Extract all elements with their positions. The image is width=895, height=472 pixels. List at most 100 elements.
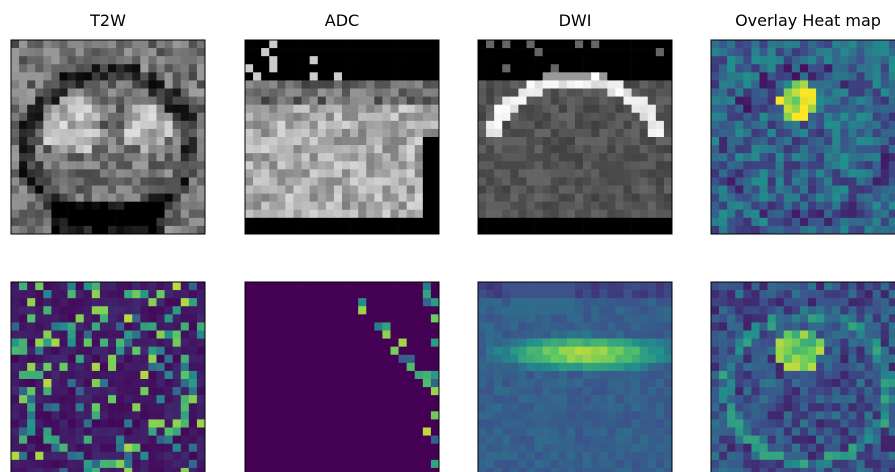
pixel (559, 403, 567, 411)
pixel (68, 290, 76, 298)
pixel (350, 161, 358, 169)
pixel (518, 444, 526, 452)
pixel (35, 80, 43, 88)
pixel (165, 105, 173, 113)
pixel (51, 403, 59, 411)
pixel (407, 452, 415, 460)
pixel (108, 282, 116, 290)
pixel (310, 444, 318, 452)
pixel (535, 322, 543, 330)
pixel (567, 452, 575, 460)
pixel (502, 64, 510, 72)
pixel (116, 202, 124, 210)
pixel (824, 436, 832, 444)
pixel (423, 121, 431, 129)
pixel (189, 339, 197, 347)
pixel (591, 64, 599, 72)
pixel (735, 331, 743, 339)
pixel (68, 145, 76, 153)
pixel (181, 218, 189, 226)
pixel (19, 444, 27, 452)
pixel (334, 89, 342, 97)
pixel (261, 161, 269, 169)
pixel (494, 153, 502, 161)
pixel (784, 145, 792, 153)
pixel (173, 121, 181, 129)
pixel (656, 339, 664, 347)
pixel (543, 177, 551, 185)
pixel (575, 314, 583, 322)
pixel (342, 347, 350, 355)
pixel (881, 105, 889, 113)
pixel (792, 363, 800, 371)
pixel (342, 202, 350, 210)
pixel (743, 145, 751, 153)
pixel (873, 339, 881, 347)
pixel (399, 387, 407, 395)
pixel (551, 436, 559, 444)
pixel (784, 177, 792, 185)
pixel (391, 105, 399, 113)
pixel (656, 97, 664, 105)
pixel (415, 210, 423, 218)
pixel (800, 121, 808, 129)
pixel (431, 89, 439, 97)
pixel (486, 121, 494, 129)
pixel (277, 169, 285, 177)
pixel (253, 194, 261, 202)
pixel (253, 460, 261, 468)
pixel (116, 153, 124, 161)
pixel (832, 80, 840, 88)
pixel (92, 80, 100, 88)
pixel (165, 97, 173, 105)
pixel (824, 306, 832, 314)
pixel (116, 411, 124, 419)
pixel (84, 121, 92, 129)
pixel (43, 419, 51, 427)
pixel (391, 347, 399, 355)
pixel (285, 89, 293, 97)
pixel (285, 64, 293, 72)
pixel (294, 202, 302, 210)
pixel (751, 298, 759, 306)
pixel (832, 314, 840, 322)
pixel (567, 387, 575, 395)
pixel (800, 194, 808, 202)
pixel (84, 419, 92, 427)
pixel (719, 80, 727, 88)
pixel (784, 186, 792, 194)
pixel (43, 290, 51, 298)
pixel (11, 331, 19, 339)
pixel (502, 371, 510, 379)
pixel (751, 177, 759, 185)
pixel (302, 347, 310, 355)
pixel (245, 161, 253, 169)
pixel (157, 194, 165, 202)
pixel (583, 210, 591, 218)
pixel (197, 314, 205, 322)
pixel (173, 113, 181, 121)
pixel (342, 145, 350, 153)
pixel (824, 105, 832, 113)
pixel (615, 226, 623, 234)
pixel (543, 452, 551, 460)
pixel (285, 161, 293, 169)
pixel (294, 403, 302, 411)
pixel (407, 444, 415, 452)
pixel (181, 194, 189, 202)
pixel (599, 428, 607, 436)
pixel (415, 56, 423, 64)
pixel (792, 355, 800, 363)
pixel (711, 460, 719, 468)
pixel (784, 72, 792, 80)
pixel (35, 105, 43, 113)
pixel (189, 194, 197, 202)
pixel (277, 153, 285, 161)
pixel (399, 48, 407, 56)
pixel (664, 347, 672, 355)
pixel (615, 137, 623, 145)
pixel (51, 290, 59, 298)
pixel (776, 355, 784, 363)
pixel (873, 282, 881, 290)
pixel (615, 411, 623, 419)
